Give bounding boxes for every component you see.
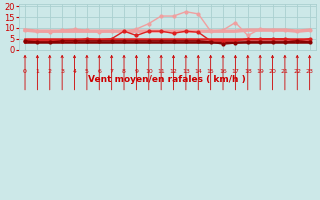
X-axis label: Vent moyen/en rafales ( km/h ): Vent moyen/en rafales ( km/h ) (88, 75, 246, 84)
